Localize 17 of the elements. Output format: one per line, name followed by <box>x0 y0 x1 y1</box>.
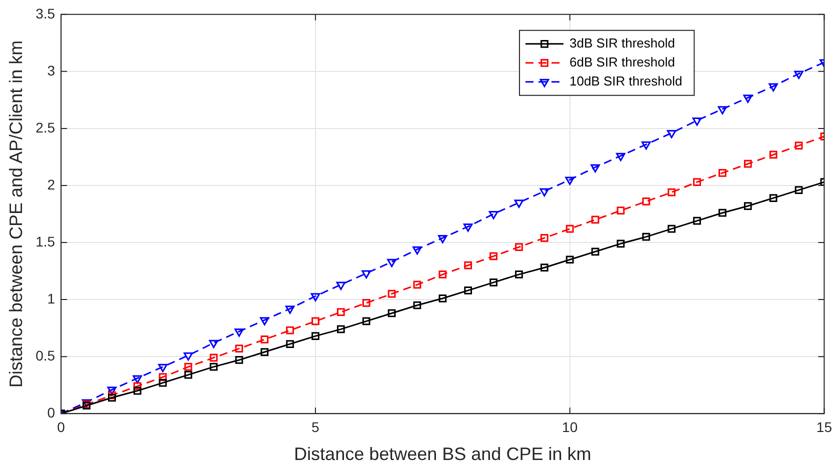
y-tick-label: 1 <box>47 290 56 306</box>
x-tick-label: 10 <box>562 418 578 435</box>
y-tick-label: 3.5 <box>36 5 56 22</box>
x-tick-label: 15 <box>816 418 832 435</box>
legend-label: 3dB SIR threshold <box>569 35 675 50</box>
y-axis-title: Distance between CPE and AP/Client in km <box>6 40 26 388</box>
y-tick-label: 1.5 <box>36 233 56 250</box>
legend-label: 10dB SIR threshold <box>569 73 682 88</box>
x-tick-label: 0 <box>57 418 66 435</box>
x-tick-label: 5 <box>312 418 320 435</box>
y-tick-label: 0.5 <box>36 347 56 364</box>
legend-label: 6dB SIR threshold <box>569 54 675 70</box>
x-axis-title: Distance between BS and CPE in km <box>294 444 592 464</box>
y-tick-label: 3 <box>47 62 56 78</box>
y-tick-label: 2 <box>47 176 56 192</box>
y-tick-label: 0 <box>47 404 56 420</box>
y-tick-label: 2.5 <box>36 119 56 136</box>
